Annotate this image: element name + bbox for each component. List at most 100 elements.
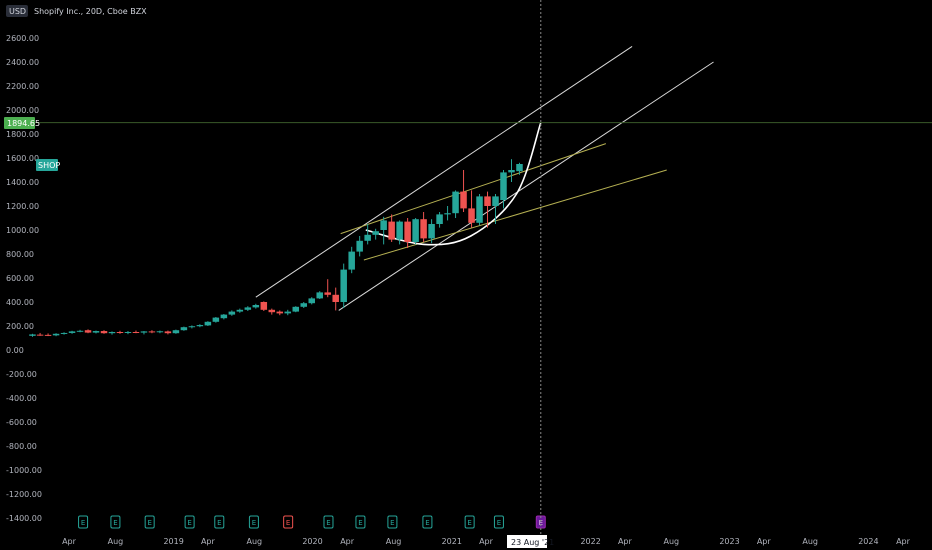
earnings-marker: E (355, 515, 366, 529)
y-tick-label: 2000.00 (6, 106, 39, 115)
candle (236, 308, 244, 313)
x-tick-label: Apr (340, 537, 355, 546)
earnings-marker: E (248, 515, 259, 529)
earnings-badge (422, 515, 433, 529)
candle (452, 190, 459, 218)
candle-body (324, 292, 331, 295)
candle (396, 220, 403, 245)
earnings-marker: E (323, 515, 334, 529)
candle (244, 306, 252, 311)
candle (412, 218, 419, 245)
y-tick-label: -800.00 (6, 442, 37, 451)
candle-body (508, 170, 515, 173)
earnings-letter: E (252, 519, 256, 527)
x-tick-label: Apr (201, 537, 216, 546)
candle-body (476, 196, 483, 223)
earnings-letter: E (425, 519, 429, 527)
candle-body (300, 303, 308, 307)
currency-box[interactable] (6, 5, 28, 17)
candle-body (228, 311, 236, 315)
y-tick-label: 600.00 (6, 274, 34, 283)
candle (228, 310, 236, 316)
earnings-badge (78, 515, 89, 529)
candle (356, 236, 363, 257)
candle (260, 301, 268, 311)
candle (324, 279, 331, 298)
y-tick-label: 2600.00 (6, 34, 39, 43)
candle (148, 330, 156, 334)
x-tick-label: 2020 (302, 537, 322, 546)
candle-body (460, 191, 467, 209)
earnings-marker: E (493, 515, 504, 529)
x-tick-label: Aug (246, 537, 262, 546)
candle (204, 321, 212, 326)
crosshair-price-label: 1894.65 (7, 119, 40, 128)
candle-body (284, 311, 292, 314)
candle-body (84, 330, 92, 333)
candle (364, 224, 371, 245)
x-tick-label: Apr (618, 537, 633, 546)
earnings-badge (387, 515, 398, 529)
currency-label[interactable]: USD (9, 7, 26, 16)
time-axis: Apr Aug 2019 Apr Aug 2020 Apr Aug 2021 Apr 2022 Apr… (62, 537, 911, 546)
candle-body (108, 332, 116, 334)
candle-body (268, 309, 276, 313)
earnings-badge (110, 515, 121, 529)
earnings-badge (283, 515, 294, 529)
crosshair-price-box (4, 117, 35, 129)
candle-body (484, 196, 491, 206)
candle (188, 325, 196, 329)
candle (44, 333, 52, 337)
candle-body (500, 172, 507, 200)
y-tick-label: -600.00 (6, 418, 37, 427)
x-tick-label: Apr (479, 537, 494, 546)
earnings-marker: E (144, 515, 155, 529)
earnings-letter: E (217, 519, 221, 527)
earnings-letter: E (467, 519, 471, 527)
candle-body (116, 332, 124, 333)
candle (420, 212, 427, 242)
candle-body (148, 331, 156, 333)
candle-body (220, 314, 228, 319)
candle (76, 329, 84, 333)
y-tick-label: 1600.00 (6, 154, 39, 163)
candle-body (236, 309, 244, 312)
candle-body (396, 221, 403, 240)
candle (268, 308, 276, 315)
candle-body (188, 326, 196, 328)
candle-body (156, 331, 164, 333)
y-tick-label: 2200.00 (6, 82, 39, 91)
candle-body (316, 292, 323, 299)
candle (124, 331, 132, 335)
candle (196, 324, 204, 328)
x-tick-label: 2024 (858, 537, 878, 546)
candle (100, 330, 108, 334)
candle-body (356, 240, 363, 252)
earnings-badge (214, 515, 225, 529)
earnings-marker: E (78, 515, 89, 529)
candle (180, 326, 188, 331)
x-tick-label: Aug (663, 537, 679, 546)
candle (52, 333, 60, 337)
candle (316, 291, 323, 299)
candle-body (348, 251, 355, 270)
candle-body (516, 164, 523, 172)
candle (332, 287, 339, 311)
candle (108, 331, 116, 335)
candle (116, 330, 124, 334)
earnings-marker: E (387, 515, 398, 529)
candle-body (292, 306, 300, 312)
candle (380, 216, 387, 245)
candle-body (140, 331, 148, 333)
channel-trendline (338, 61, 714, 311)
candle-body (308, 298, 315, 304)
symbol-label: SHOP (38, 161, 60, 170)
candle (156, 330, 164, 334)
candle (308, 297, 315, 305)
earnings-letter: E (539, 519, 543, 527)
candle (60, 332, 68, 335)
candle-body (252, 305, 260, 308)
x-tick-label: 2019 (163, 537, 183, 546)
